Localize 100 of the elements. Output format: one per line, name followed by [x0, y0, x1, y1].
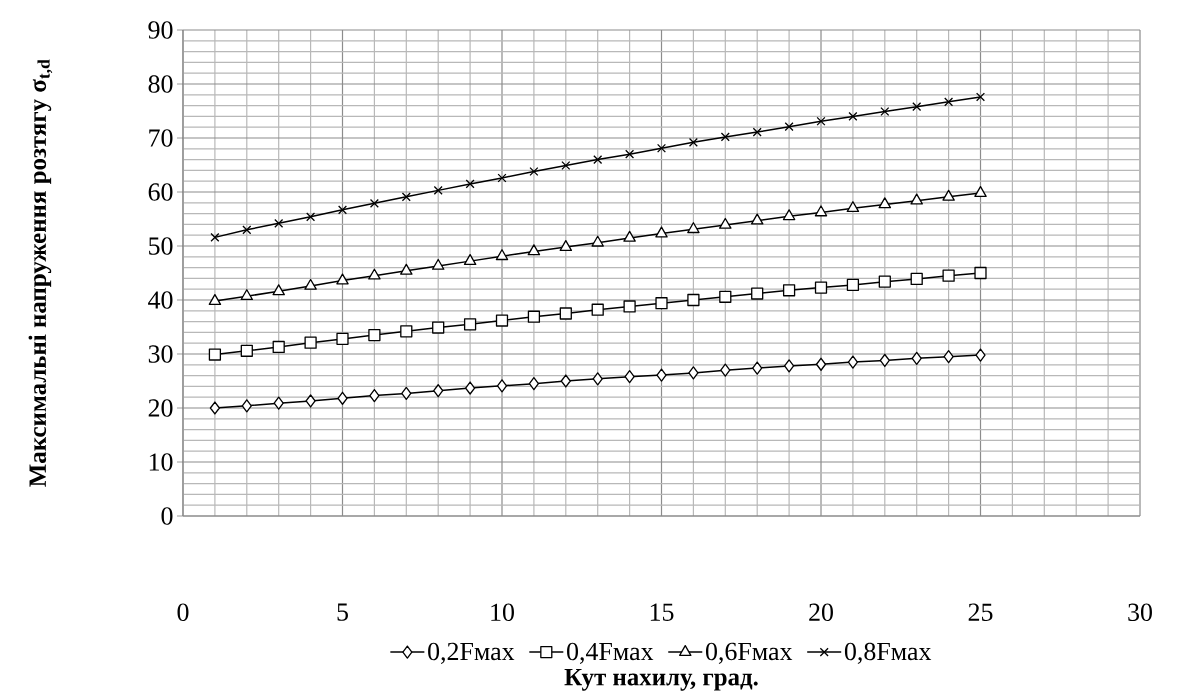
- point: [975, 92, 986, 102]
- point: [529, 166, 539, 177]
- point: [369, 198, 379, 208]
- point: [463, 253, 477, 266]
- legend-label: 0,2Fмах: [428, 642, 515, 664]
- point: [305, 394, 316, 408]
- point: [591, 235, 604, 247]
- point: [433, 185, 443, 195]
- point: [656, 368, 667, 382]
- point: [814, 281, 828, 294]
- point: [656, 143, 667, 153]
- point: [625, 149, 635, 159]
- point: [495, 314, 509, 327]
- point: [273, 396, 284, 410]
- point: [465, 179, 475, 189]
- y-tick-label: 30: [148, 345, 173, 363]
- point: [401, 192, 411, 202]
- point: [369, 388, 380, 403]
- y-tick-label: 50: [149, 237, 173, 255]
- x-axis-title: Кут нахилу, град.: [564, 668, 758, 691]
- point: [623, 230, 636, 242]
- point: [880, 107, 890, 117]
- point: [879, 353, 890, 368]
- point: [368, 328, 381, 342]
- point: [720, 132, 730, 142]
- point: [336, 332, 349, 346]
- point: [624, 370, 635, 384]
- point: [592, 372, 603, 386]
- y-tick-label: 60: [148, 183, 173, 201]
- point: [974, 185, 987, 197]
- point: [208, 293, 222, 305]
- point: [559, 307, 572, 320]
- point: [848, 111, 858, 121]
- point: [910, 272, 923, 286]
- point: [497, 173, 507, 183]
- point: [943, 350, 954, 364]
- point: [687, 293, 700, 307]
- point: [304, 336, 317, 349]
- point: [719, 217, 732, 229]
- point: [495, 249, 509, 261]
- point: [878, 197, 892, 209]
- legend-label: 0,6Fмах: [705, 642, 793, 664]
- point: [750, 213, 764, 225]
- point: [527, 310, 541, 323]
- point: [846, 278, 860, 292]
- x-tick-label: 10: [491, 603, 514, 621]
- point: [400, 263, 413, 275]
- point: [337, 391, 348, 405]
- point: [240, 289, 254, 301]
- point: [688, 366, 699, 380]
- point: [974, 266, 987, 280]
- point: [942, 189, 955, 201]
- point: [784, 122, 794, 132]
- point: [240, 344, 253, 357]
- point: [401, 386, 412, 401]
- point: [816, 116, 826, 126]
- point: [720, 363, 731, 377]
- point: [782, 284, 796, 297]
- point: [209, 401, 221, 415]
- point: [368, 268, 381, 280]
- point: [687, 222, 700, 234]
- point: [431, 258, 445, 270]
- point: [306, 212, 316, 222]
- point: [337, 205, 348, 215]
- point: [560, 374, 571, 388]
- point: [528, 377, 540, 391]
- x-tick-label: 5: [337, 603, 348, 621]
- y-tick-label: 90: [148, 21, 173, 39]
- point: [910, 193, 923, 205]
- point: [912, 102, 922, 112]
- x-tick-label: 25: [968, 603, 993, 621]
- point: [304, 278, 317, 290]
- point: [752, 127, 762, 137]
- point: [942, 269, 955, 282]
- y-tick-label: 0: [161, 507, 173, 525]
- point: [814, 205, 828, 217]
- point: [272, 340, 285, 354]
- x-tick-label: 30: [1128, 603, 1152, 621]
- y-tick-label: 80: [148, 75, 173, 93]
- legend-label: 0,4Fмах: [567, 642, 654, 664]
- point: [782, 209, 796, 221]
- point: [272, 284, 285, 296]
- x-tick-label: 15: [650, 603, 674, 621]
- y-tick-label: 70: [149, 129, 173, 147]
- point: [752, 361, 763, 375]
- point: [815, 357, 827, 371]
- point: [783, 359, 795, 373]
- point: [623, 300, 636, 313]
- y-tick-label: 40: [148, 291, 173, 309]
- point: [846, 201, 860, 213]
- x-tick-label: 0: [177, 603, 189, 621]
- point: [944, 97, 954, 107]
- point: [719, 290, 732, 303]
- point: [559, 239, 573, 251]
- point: [527, 244, 541, 256]
- point: [432, 321, 445, 334]
- point: [847, 355, 859, 369]
- point: [593, 155, 603, 165]
- point: [464, 381, 476, 395]
- point: [911, 351, 922, 365]
